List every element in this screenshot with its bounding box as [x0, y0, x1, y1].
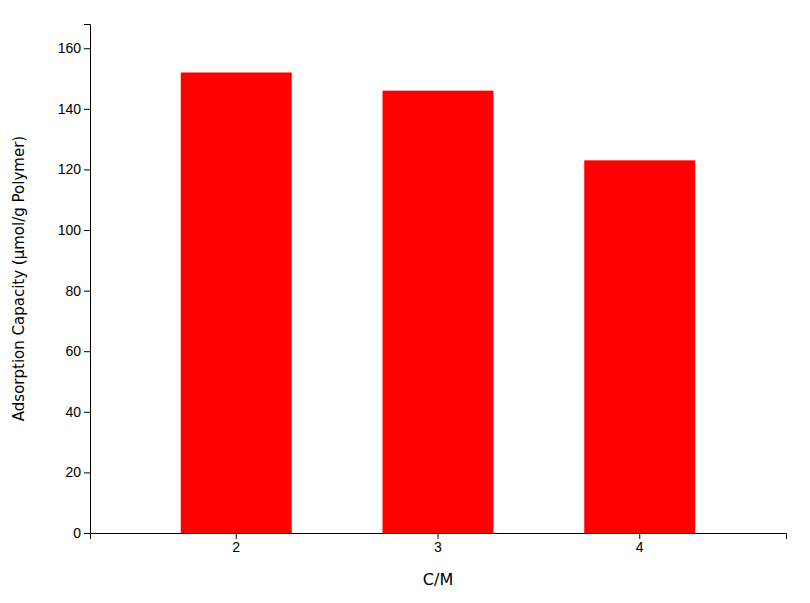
y-tick-mark: [84, 109, 90, 110]
x-tick-label: 3: [434, 539, 442, 555]
y-tick-label: 100: [58, 222, 82, 238]
y-tick: 60: [65, 343, 90, 359]
bar: [181, 72, 292, 533]
y-tick-mark: [84, 533, 90, 534]
y-tick: 140: [58, 101, 90, 117]
y-tick: 120: [58, 161, 90, 177]
y-tick: 160: [58, 40, 90, 56]
x-axis-title: C/M: [423, 570, 453, 589]
y-tick-mark: [84, 412, 90, 413]
y-tick-mark: [84, 351, 90, 352]
x-tick-label: 4: [636, 539, 644, 555]
y-axis: 0 20 40 60 80 100 120 140 160: [58, 25, 91, 541]
y-tick: 40: [65, 404, 90, 420]
y-tick-label: 60: [65, 343, 81, 359]
y-tick-mark: [84, 291, 90, 292]
y-axis-title: Adsorption Capacity (μmol/g Polymer): [10, 136, 28, 421]
plot-area: 234020406080100120140160: [58, 25, 787, 555]
chart-svg: 234020406080100120140160C/MAdsorption Ca…: [0, 0, 810, 603]
bar: [584, 160, 695, 533]
y-tick-label: 40: [65, 404, 81, 420]
y-tick: 80: [65, 283, 90, 299]
y-tick-label: 120: [58, 161, 82, 177]
y-tick-mark: [84, 169, 90, 170]
y-tick-label: 80: [65, 283, 81, 299]
y-tick: 0: [73, 525, 90, 541]
x-tick-label: 2: [232, 539, 240, 555]
x-tick: 2: [232, 533, 240, 555]
y-axis-line: [84, 25, 91, 534]
y-tick-label: 160: [58, 40, 82, 56]
bars: [181, 72, 695, 533]
y-tick: 20: [65, 464, 90, 480]
chart-container: 234020406080100120140160C/MAdsorption Ca…: [0, 0, 810, 603]
y-tick-label: 20: [65, 464, 81, 480]
y-tick-label: 140: [58, 101, 82, 117]
y-tick-mark: [84, 472, 90, 473]
y-tick-label: 0: [73, 525, 81, 541]
y-tick-mark: [84, 230, 90, 231]
x-axis: 2 3 4: [91, 533, 787, 555]
x-tick: 4: [636, 533, 644, 555]
y-tick: 100: [58, 222, 90, 238]
bar: [383, 91, 494, 533]
y-tick-mark: [84, 48, 90, 49]
x-tick: 3: [434, 533, 442, 555]
